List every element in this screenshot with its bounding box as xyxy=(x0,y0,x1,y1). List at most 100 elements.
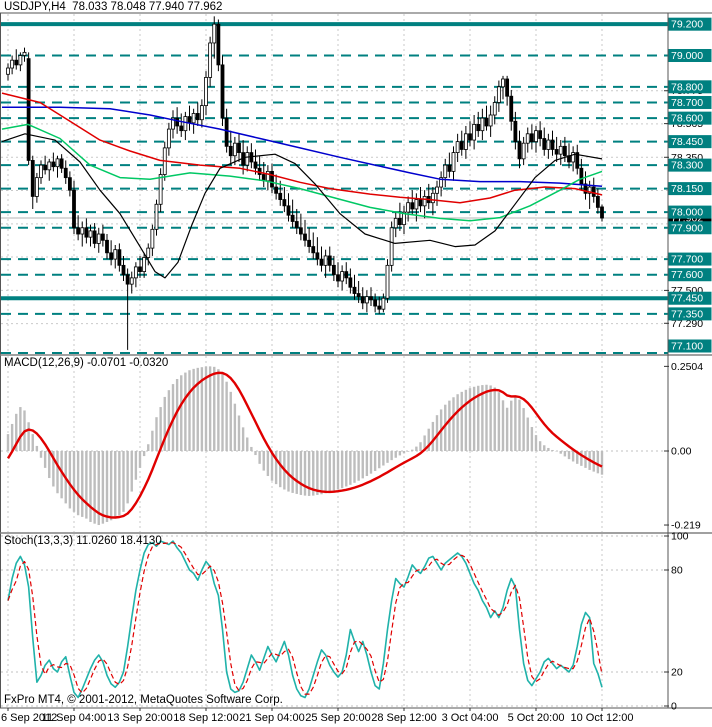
macd-histogram-bar xyxy=(130,451,133,492)
candle-body xyxy=(513,120,518,143)
macd-histogram-bar xyxy=(493,387,496,451)
macd-histogram-bar xyxy=(555,451,558,452)
candle-body xyxy=(84,227,89,238)
macd-histogram-bar xyxy=(316,451,319,495)
level-price-box xyxy=(668,252,712,266)
macd-histogram-bar xyxy=(262,451,265,471)
macd-histogram-bar xyxy=(353,451,356,483)
macd-histogram-bar xyxy=(600,451,604,475)
candle-body xyxy=(6,67,10,75)
macd-histogram-bar xyxy=(295,451,298,494)
level-price-label: 77.450 xyxy=(671,293,703,305)
macd-histogram-bar xyxy=(274,451,278,485)
time-label: 28 Sep 12:00 xyxy=(371,712,436,724)
candle-body xyxy=(360,296,365,304)
macd-histogram-bar xyxy=(378,451,381,469)
macd-histogram-bar xyxy=(435,415,439,451)
macd-histogram-bar xyxy=(394,451,397,458)
candle-body xyxy=(208,42,213,78)
macd-histogram-bar xyxy=(184,372,187,451)
macd-histogram-bar xyxy=(225,381,228,451)
macd-histogram-bar xyxy=(118,451,121,516)
time-label: 18 Sep 12:00 xyxy=(173,712,238,724)
candle-body xyxy=(373,299,378,307)
macd-histogram-bar xyxy=(89,451,92,522)
level-price-box xyxy=(668,17,712,31)
candle-body xyxy=(595,196,600,208)
candle-body xyxy=(406,202,411,213)
macd-histogram-bar xyxy=(43,451,47,468)
macd-histogram-bar xyxy=(147,444,150,451)
candle-body xyxy=(55,158,60,168)
level-price-box xyxy=(668,205,712,219)
macd-histogram-bar xyxy=(196,367,199,451)
candle-body xyxy=(525,133,530,144)
candle-body xyxy=(315,252,320,260)
level-price-box xyxy=(668,135,712,149)
time-label: 5 Oct 20:00 xyxy=(508,712,565,724)
macd-histogram-bar xyxy=(571,451,575,462)
macd-histogram-bar xyxy=(109,451,113,521)
macd-histogram-bar xyxy=(505,407,509,451)
candle-body xyxy=(26,58,31,161)
time-label: 21 Sep 04:00 xyxy=(239,712,304,724)
macd-histogram-bar xyxy=(332,451,336,491)
candle-body xyxy=(212,23,217,44)
macd-histogram-bar xyxy=(514,395,517,451)
macd-histogram-bar xyxy=(526,417,529,451)
candle-body xyxy=(59,158,64,169)
candle-body xyxy=(129,277,134,285)
macd-histogram-bar xyxy=(56,451,59,494)
macd-histogram-bar xyxy=(97,451,100,526)
macd-scale-label: -0.219 xyxy=(671,520,701,532)
macd-histogram-bar xyxy=(312,451,315,496)
candle-body xyxy=(14,59,19,66)
level-price-label: 78.600 xyxy=(671,113,703,125)
level-price-label: 77.600 xyxy=(671,269,703,281)
candle-body xyxy=(105,239,109,254)
candle-body xyxy=(484,117,489,127)
candle-body xyxy=(575,152,580,169)
macd-histogram-bar xyxy=(221,373,224,451)
macd-histogram-bar xyxy=(188,370,191,451)
stoch-scale-label: 100 xyxy=(671,531,689,543)
candle-body xyxy=(96,233,101,244)
stoch-pane xyxy=(1,535,668,707)
time-label: 3 Oct 04:00 xyxy=(442,712,499,724)
macd-histogram-bar xyxy=(518,399,521,451)
macd-histogram-bar xyxy=(114,451,117,518)
macd-histogram-bar xyxy=(287,451,290,492)
macd-histogram-bar xyxy=(134,451,138,480)
candle-body xyxy=(204,77,208,107)
macd-histogram-bar xyxy=(266,451,270,477)
macd-histogram-bar xyxy=(357,451,360,481)
candle-body xyxy=(451,152,456,172)
macd-histogram-bar xyxy=(93,451,96,524)
time-label: 10 Oct 12:00 xyxy=(571,712,634,724)
macd-histogram-bar xyxy=(324,451,327,494)
macd-histogram-bar xyxy=(452,397,455,451)
candle-body xyxy=(18,55,23,66)
macd-histogram-bar xyxy=(31,434,34,451)
macd-histogram-bar xyxy=(229,391,232,451)
candle-body xyxy=(220,64,225,119)
macd-histogram-bar xyxy=(390,451,393,461)
candle-body xyxy=(492,102,497,116)
candle-body xyxy=(30,160,35,197)
candle-body xyxy=(228,145,233,157)
macd-histogram-bar xyxy=(464,389,468,451)
macd-histogram-bar xyxy=(258,451,261,464)
candle-body xyxy=(39,164,43,179)
candle-body xyxy=(364,296,369,304)
candle-body xyxy=(587,186,592,194)
candle-body xyxy=(443,164,448,179)
macd-histogram-bar xyxy=(382,451,385,466)
macd-histogram-bar xyxy=(460,391,463,451)
macd-histogram-bar xyxy=(307,451,311,496)
candle-body xyxy=(154,203,159,230)
candle-body xyxy=(282,199,287,207)
macd-histogram-bar xyxy=(6,434,10,451)
price-axis[interactable]: 78.77578.56578.35077.50077.29077.96279.2… xyxy=(664,17,712,713)
